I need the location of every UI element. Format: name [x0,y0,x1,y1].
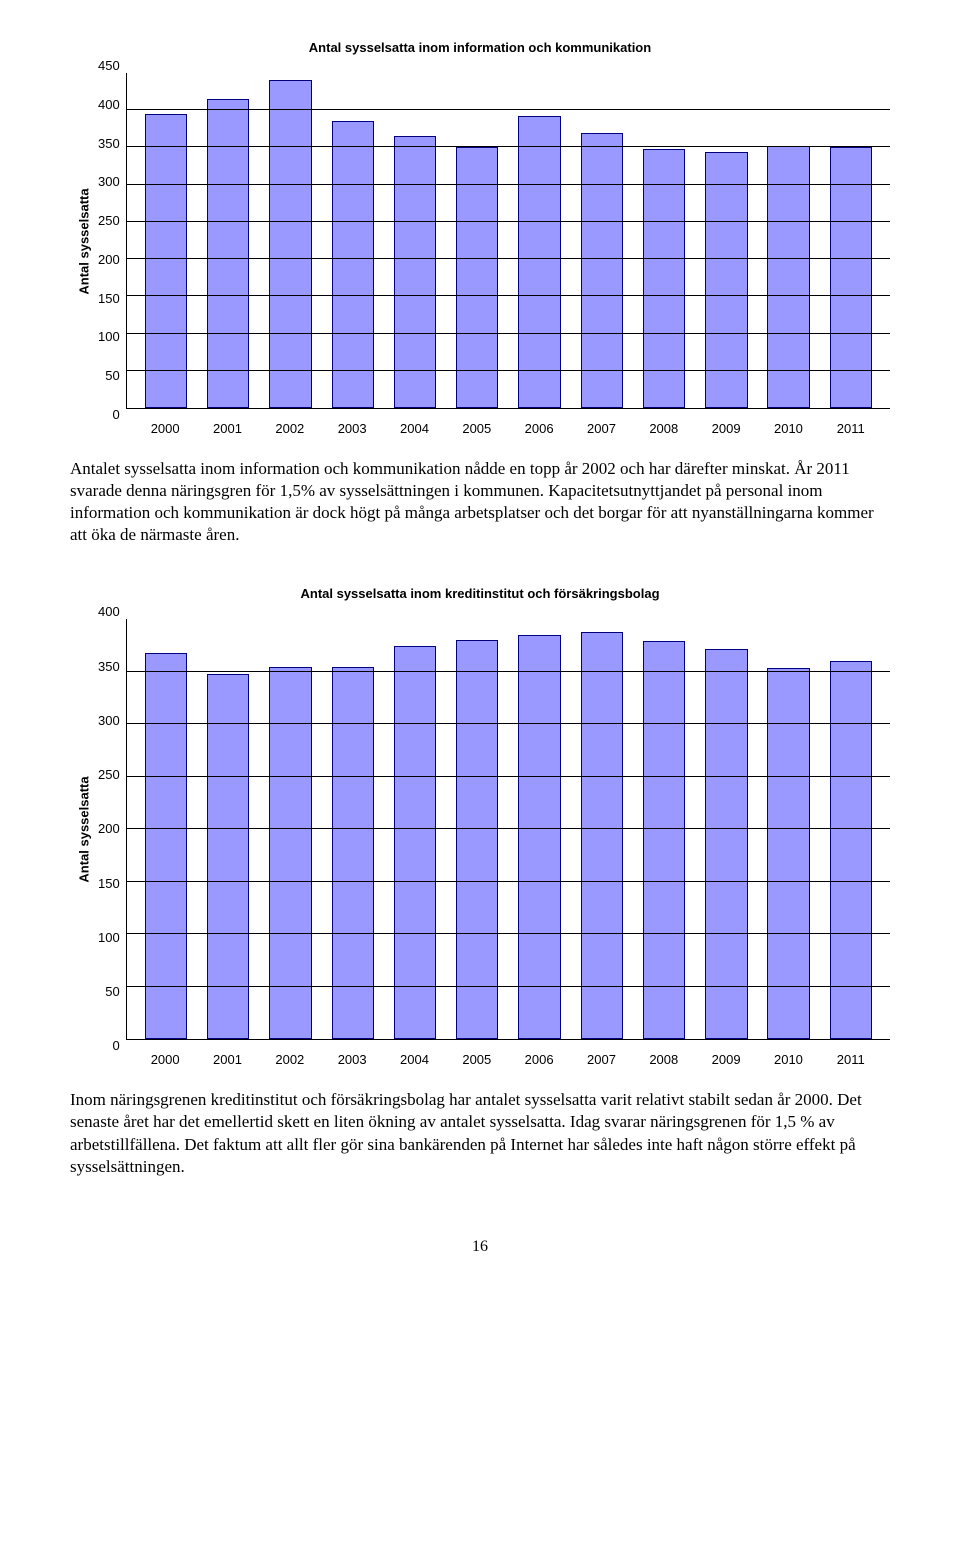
bar-slot [820,73,882,408]
chart2-title: Antal sysselsatta inom kreditinstitut oc… [70,586,890,601]
gridline [127,258,890,259]
chart1-yaxis: 450400350300250200150100500 [98,66,126,415]
xtick-label: 2011 [820,421,882,436]
xtick-label: 2006 [508,421,570,436]
chart2-bars [127,619,890,1039]
xtick-label: 2009 [695,421,757,436]
bar [581,133,623,408]
xtick-label: 2010 [757,421,819,436]
bar [145,653,187,1039]
chart2-ylabel-text: Antal sysselsatta [77,777,92,883]
gridline [127,295,890,296]
gridline [127,723,890,724]
chart2: Antal sysselsatta 4003503002502001501005… [70,619,890,1040]
xtick-label: 2000 [134,1052,196,1067]
bar [207,99,249,408]
bar-slot [259,73,321,408]
bar-slot [508,619,570,1039]
chart2-yaxis: 400350300250200150100500 [98,612,126,1046]
xtick-label: 2009 [695,1052,757,1067]
bar-slot [446,73,508,408]
bar-slot [571,619,633,1039]
bar [643,641,685,1039]
paragraph-1: Antalet sysselsatta inom information och… [70,458,890,546]
bar [830,661,872,1039]
gridline [127,146,890,147]
bar-slot [695,73,757,408]
bar [207,674,249,1039]
bar [394,646,436,1040]
bar-slot [820,619,882,1039]
xtick-label: 2005 [446,1052,508,1067]
xtick-label: 2004 [383,1052,445,1067]
bar-slot [571,73,633,408]
xtick-label: 2005 [446,421,508,436]
xtick-label: 2010 [757,1052,819,1067]
gridline [127,370,890,371]
bar-slot [322,619,384,1039]
bar [332,121,374,408]
gridline [127,828,890,829]
bar-slot [446,619,508,1039]
gridline [127,109,890,110]
xtick-label: 2000 [134,421,196,436]
bar-slot [197,73,259,408]
xtick-label: 2007 [570,1052,632,1067]
gridline [127,333,890,334]
gridline [127,776,890,777]
xtick-label: 2011 [820,1052,882,1067]
chart1-plot [126,73,890,409]
xtick-label: 2002 [259,421,321,436]
bar [518,635,560,1039]
xtick-label: 2002 [259,1052,321,1067]
chart1-ylabel-text: Antal sysselsatta [77,188,92,294]
bar [456,640,498,1039]
gridline [127,184,890,185]
chart1-bars [127,73,890,408]
xtick-label: 2003 [321,1052,383,1067]
bar-slot [259,619,321,1039]
xtick-label: 2004 [383,421,445,436]
gridline [127,671,890,672]
bar-slot [197,619,259,1039]
bar-slot [508,73,570,408]
chart1-ylabel: Antal sysselsatta [70,73,98,409]
chart1: Antal sysselsatta 4504003503002502001501… [70,73,890,409]
xtick-label: 2007 [570,421,632,436]
bar-slot [758,619,820,1039]
bar [145,114,187,408]
chart1-title: Antal sysselsatta inom information och k… [70,40,890,55]
bar [705,649,747,1040]
bar-slot [322,73,384,408]
bar-slot [633,619,695,1039]
xtick-label: 2008 [633,1052,695,1067]
chart2-ylabel: Antal sysselsatta [70,619,98,1040]
bar-slot [135,619,197,1039]
chart2-xaxis: 2000200120022003200420052006200720082009… [70,1048,890,1067]
bar-slot [758,73,820,408]
xtick-label: 2003 [321,421,383,436]
xtick-label: 2008 [633,421,695,436]
chart1-xaxis: 2000200120022003200420052006200720082009… [70,417,890,436]
bar-slot [135,73,197,408]
chart2-plot [126,619,890,1040]
xtick-label: 2006 [508,1052,570,1067]
xtick-label: 2001 [196,421,258,436]
bar [394,136,436,408]
bar-slot [633,73,695,408]
bar [581,632,623,1039]
gridline [127,881,890,882]
paragraph-2: Inom näringsgrenen kreditinstitut och fö… [70,1089,890,1177]
gridline [127,221,890,222]
bar [269,80,311,408]
bar [767,146,809,408]
bar [518,116,560,408]
gridline [127,986,890,987]
page-number: 16 [70,1238,890,1256]
bar-slot [384,619,446,1039]
xtick-label: 2001 [196,1052,258,1067]
bar-slot [384,73,446,408]
gridline [127,933,890,934]
bar-slot [695,619,757,1039]
